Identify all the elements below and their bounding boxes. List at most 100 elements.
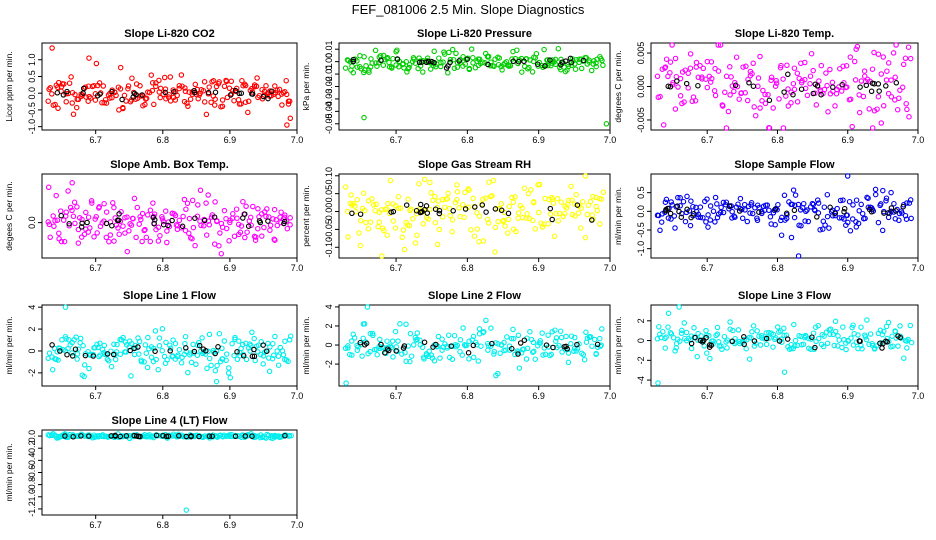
data-point — [744, 218, 751, 225]
data-point — [533, 50, 540, 57]
data-point — [515, 215, 521, 221]
data-point — [554, 195, 561, 202]
reference-point — [763, 335, 770, 342]
data-point — [368, 56, 374, 62]
reference-point — [814, 214, 820, 220]
reference-point — [191, 87, 197, 94]
data-point — [742, 90, 748, 96]
data-point — [825, 109, 831, 115]
data-point — [824, 191, 831, 198]
data-point — [817, 227, 823, 233]
data-point — [770, 344, 776, 350]
data-point — [555, 45, 562, 52]
data-point — [54, 217, 61, 223]
panel-title: Slope Line 2 Flow — [428, 290, 521, 302]
reference-point — [470, 342, 477, 349]
data-point — [682, 218, 689, 225]
reference-point — [94, 92, 101, 99]
data-point — [81, 362, 88, 368]
data-point — [888, 77, 894, 83]
data-point — [803, 208, 809, 215]
data-point — [558, 199, 565, 205]
data-point — [142, 342, 149, 348]
data-point — [713, 332, 719, 339]
data-point — [437, 355, 443, 361]
data-point — [491, 351, 497, 357]
data-point — [665, 310, 672, 317]
data-point — [206, 331, 213, 338]
y-tick-label: 0.0 — [27, 430, 37, 443]
data-point — [815, 322, 821, 329]
data-point — [91, 234, 97, 240]
reference-point — [349, 210, 355, 217]
data-point — [103, 100, 110, 106]
data-point — [902, 212, 909, 219]
data-point — [510, 199, 517, 206]
reference-point — [421, 339, 428, 346]
data-point — [221, 83, 228, 90]
data-point — [72, 91, 78, 98]
y-tick-label: 0 — [636, 338, 646, 343]
data-point — [597, 335, 603, 342]
data-point — [762, 91, 768, 98]
data-point — [552, 61, 559, 68]
data-point — [190, 341, 196, 348]
data-point — [878, 201, 884, 207]
data-point — [453, 50, 459, 57]
data-point — [677, 203, 683, 209]
data-point — [167, 342, 173, 348]
data-point — [248, 342, 254, 349]
data-point — [356, 230, 362, 236]
data-point — [437, 63, 444, 70]
reference-point — [688, 214, 694, 221]
reference-point — [462, 206, 469, 212]
data-point — [239, 77, 245, 84]
data-point — [657, 93, 663, 100]
reference-point — [543, 342, 550, 348]
data-point — [348, 338, 355, 344]
reference-point — [196, 433, 202, 440]
reference-point — [413, 207, 420, 214]
data-point — [750, 323, 757, 329]
data-point — [823, 70, 829, 76]
data-point — [447, 56, 454, 63]
data-point — [109, 94, 115, 101]
data-point — [446, 49, 452, 56]
data-point — [903, 100, 909, 107]
data-point — [565, 63, 572, 70]
data-point — [183, 348, 189, 355]
data-point — [755, 83, 761, 90]
data-point — [462, 61, 469, 67]
y-tick-label: 0.10 — [324, 167, 334, 185]
reference-point — [127, 347, 133, 354]
reference-point — [876, 88, 882, 94]
data-point — [515, 349, 521, 355]
data-point — [677, 338, 683, 344]
data-point — [703, 219, 709, 225]
data-point — [867, 331, 874, 337]
data-point — [844, 212, 850, 219]
data-point — [47, 234, 53, 241]
data-point — [677, 93, 684, 99]
data-point — [883, 195, 890, 201]
data-point — [77, 335, 84, 342]
data-point — [63, 336, 69, 342]
data-point — [49, 91, 55, 97]
data-point — [228, 91, 235, 97]
data-point — [253, 83, 260, 90]
reference-point — [104, 351, 111, 357]
reference-point — [236, 90, 242, 97]
x-tick-label: 6.7 — [89, 135, 102, 145]
data-point — [287, 222, 293, 228]
data-point — [540, 352, 546, 358]
x-tick-label: 6.7 — [390, 135, 403, 145]
data-point — [683, 209, 690, 216]
data-point — [699, 76, 705, 82]
y-axis-label: ml/min per min. — [613, 187, 623, 245]
data-point — [373, 201, 379, 208]
data-point — [855, 220, 862, 227]
reference-point — [265, 95, 271, 102]
data-point — [162, 208, 169, 214]
data-point — [832, 212, 838, 219]
data-point — [219, 103, 226, 110]
